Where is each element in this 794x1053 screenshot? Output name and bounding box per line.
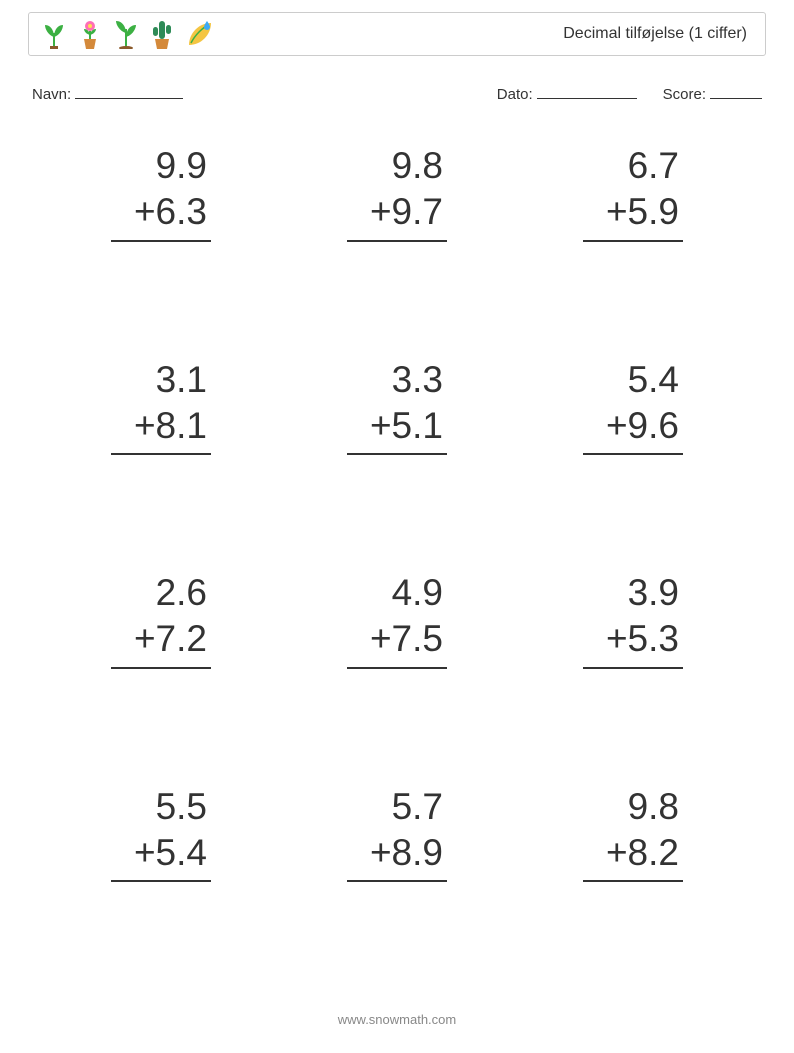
problem: 5.5+5.4 xyxy=(63,784,259,883)
footer-url: www.snowmath.com xyxy=(0,1012,794,1027)
addend-bottom: +6.3 xyxy=(111,189,211,241)
addend-bottom: +7.2 xyxy=(111,616,211,668)
meta-row: Navn: Dato: Score: xyxy=(32,84,762,103)
problem: 9.8+8.2 xyxy=(535,784,731,883)
name-field: Navn: xyxy=(32,84,183,103)
problem: 5.4+9.6 xyxy=(535,357,731,456)
addend-top: 3.1 xyxy=(111,357,211,403)
score-blank[interactable] xyxy=(710,84,762,99)
problem: 3.1+8.1 xyxy=(63,357,259,456)
addend-top: 4.9 xyxy=(347,570,447,616)
problem: 5.7+8.9 xyxy=(299,784,495,883)
addend-top: 3.9 xyxy=(583,570,683,616)
leaf-drop-icon xyxy=(185,19,215,49)
icon-row xyxy=(41,19,215,49)
seedling-icon xyxy=(41,19,67,49)
name-blank[interactable] xyxy=(75,84,183,99)
problem: 3.9+5.3 xyxy=(535,570,731,669)
problem: 3.3+5.1 xyxy=(299,357,495,456)
addend-bottom: +8.9 xyxy=(347,830,447,882)
addend-top: 9.8 xyxy=(583,784,683,830)
addend-bottom: +5.1 xyxy=(347,403,447,455)
name-label: Navn: xyxy=(32,86,71,103)
problem: 4.9+7.5 xyxy=(299,570,495,669)
addend-top: 5.4 xyxy=(583,357,683,403)
addend-bottom: +9.6 xyxy=(583,403,683,455)
date-blank[interactable] xyxy=(537,84,637,99)
problem: 9.9+6.3 xyxy=(63,143,259,242)
addend-bottom: +8.1 xyxy=(111,403,211,455)
addend-bottom: +5.3 xyxy=(583,616,683,668)
addend-top: 2.6 xyxy=(111,570,211,616)
addend-top: 3.3 xyxy=(347,357,447,403)
sprout-icon xyxy=(113,19,139,49)
addend-top: 5.7 xyxy=(347,784,447,830)
addend-bottom: +8.2 xyxy=(583,830,683,882)
addend-bottom: +5.9 xyxy=(583,189,683,241)
cactus-pot-icon xyxy=(149,19,175,49)
addend-bottom: +5.4 xyxy=(111,830,211,882)
addend-top: 6.7 xyxy=(583,143,683,189)
date-label: Dato: xyxy=(497,86,533,103)
flower-pot-icon xyxy=(77,19,103,49)
score-label: Score: xyxy=(663,86,706,103)
problem: 9.8+9.7 xyxy=(299,143,495,242)
problem: 2.6+7.2 xyxy=(63,570,259,669)
addend-top: 9.9 xyxy=(111,143,211,189)
worksheet-title: Decimal tilføjelse (1 ciffer) xyxy=(563,25,747,43)
worksheet-page: Decimal tilføjelse (1 ciffer) Navn: Dato… xyxy=(0,0,794,882)
addend-bottom: +9.7 xyxy=(347,189,447,241)
header-box: Decimal tilføjelse (1 ciffer) xyxy=(28,12,766,56)
addend-bottom: +7.5 xyxy=(347,616,447,668)
addend-top: 9.8 xyxy=(347,143,447,189)
problem-grid: 9.9+6.3 9.8+9.7 6.7+5.9 3.1+8.1 3.3+5.1 … xyxy=(28,143,766,882)
addend-top: 5.5 xyxy=(111,784,211,830)
problem: 6.7+5.9 xyxy=(535,143,731,242)
